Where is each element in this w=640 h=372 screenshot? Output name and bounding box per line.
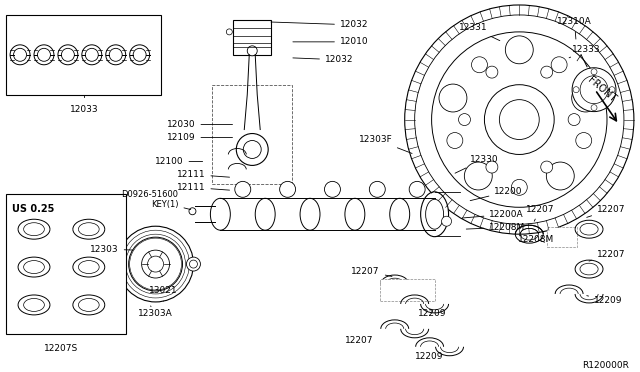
Text: 12030: 12030 xyxy=(167,120,232,129)
Text: 12333: 12333 xyxy=(569,45,601,58)
Circle shape xyxy=(499,100,540,140)
Text: 12109: 12109 xyxy=(167,133,232,142)
Circle shape xyxy=(551,57,567,73)
Text: 12208M: 12208M xyxy=(467,223,525,232)
Text: 12207: 12207 xyxy=(351,267,392,276)
Circle shape xyxy=(415,15,624,224)
Circle shape xyxy=(439,84,467,112)
Circle shape xyxy=(486,161,498,173)
Bar xyxy=(6,194,125,334)
Ellipse shape xyxy=(186,257,200,271)
Ellipse shape xyxy=(426,199,444,229)
Circle shape xyxy=(541,161,553,173)
Circle shape xyxy=(465,162,492,190)
Circle shape xyxy=(243,141,261,158)
Text: 12209: 12209 xyxy=(587,296,623,305)
Text: 12033: 12033 xyxy=(70,105,98,113)
Ellipse shape xyxy=(424,198,445,230)
Ellipse shape xyxy=(409,182,425,197)
Text: 12330: 12330 xyxy=(455,155,498,173)
Ellipse shape xyxy=(390,198,410,230)
Bar xyxy=(212,85,292,185)
Text: 12207S: 12207S xyxy=(44,344,78,353)
Ellipse shape xyxy=(300,198,320,230)
Ellipse shape xyxy=(280,182,296,197)
Bar xyxy=(547,227,577,247)
Text: 12032: 12032 xyxy=(293,55,353,64)
Bar xyxy=(380,279,435,301)
Circle shape xyxy=(506,36,533,64)
Circle shape xyxy=(484,85,554,154)
Text: 12310A: 12310A xyxy=(557,17,592,39)
Circle shape xyxy=(13,48,26,61)
Text: R120000R: R120000R xyxy=(582,361,629,370)
Ellipse shape xyxy=(324,182,340,197)
Circle shape xyxy=(568,113,580,126)
Circle shape xyxy=(148,256,164,272)
Bar xyxy=(6,15,161,94)
Ellipse shape xyxy=(235,182,251,197)
Circle shape xyxy=(572,84,600,112)
Text: 12209: 12209 xyxy=(415,352,444,361)
Circle shape xyxy=(472,57,488,73)
Ellipse shape xyxy=(255,198,275,230)
Circle shape xyxy=(576,132,592,148)
Circle shape xyxy=(109,48,122,61)
Circle shape xyxy=(591,69,597,75)
Circle shape xyxy=(38,48,51,61)
Text: 12200: 12200 xyxy=(470,187,523,201)
Text: 12010: 12010 xyxy=(293,37,369,46)
Circle shape xyxy=(133,48,146,61)
Ellipse shape xyxy=(189,260,197,268)
Text: 12100: 12100 xyxy=(155,157,203,166)
Text: 13021: 13021 xyxy=(149,286,178,301)
Ellipse shape xyxy=(369,182,385,197)
Text: 12207: 12207 xyxy=(589,250,625,261)
Text: 12207: 12207 xyxy=(587,205,625,217)
Circle shape xyxy=(511,179,527,195)
Circle shape xyxy=(431,32,607,207)
Circle shape xyxy=(141,250,170,278)
Circle shape xyxy=(247,46,257,56)
Circle shape xyxy=(61,48,74,61)
Bar xyxy=(234,20,271,55)
Text: 12303A: 12303A xyxy=(138,306,173,318)
Text: 12207: 12207 xyxy=(525,205,554,221)
Text: D0926-51600
KEY(1): D0926-51600 KEY(1) xyxy=(122,190,191,209)
Ellipse shape xyxy=(420,192,449,237)
Text: 12032: 12032 xyxy=(271,20,369,29)
Circle shape xyxy=(442,216,452,226)
Text: 12303F: 12303F xyxy=(359,135,412,154)
Circle shape xyxy=(129,237,182,291)
Text: 12200A: 12200A xyxy=(462,210,524,219)
Circle shape xyxy=(236,134,268,166)
Text: US 0.25: US 0.25 xyxy=(12,204,54,214)
Circle shape xyxy=(591,105,597,110)
Circle shape xyxy=(404,5,634,234)
Text: 12111: 12111 xyxy=(177,183,230,192)
Circle shape xyxy=(85,48,99,61)
Circle shape xyxy=(118,226,193,302)
Circle shape xyxy=(486,66,498,78)
Circle shape xyxy=(580,76,608,104)
Circle shape xyxy=(541,66,553,78)
Ellipse shape xyxy=(345,198,365,230)
Circle shape xyxy=(227,29,232,35)
Circle shape xyxy=(609,87,615,93)
Circle shape xyxy=(458,113,470,126)
Circle shape xyxy=(573,87,579,93)
Circle shape xyxy=(572,68,616,112)
Ellipse shape xyxy=(211,198,230,230)
Circle shape xyxy=(447,132,463,148)
Text: 12303: 12303 xyxy=(90,245,133,254)
Text: 12331: 12331 xyxy=(459,23,500,41)
Circle shape xyxy=(189,208,196,215)
Text: 12111: 12111 xyxy=(177,170,230,179)
Text: 12209: 12209 xyxy=(419,310,447,318)
Circle shape xyxy=(547,162,574,190)
Text: FRONT: FRONT xyxy=(586,75,618,104)
Text: 12208M: 12208M xyxy=(518,235,554,244)
Text: 12207: 12207 xyxy=(346,336,374,345)
